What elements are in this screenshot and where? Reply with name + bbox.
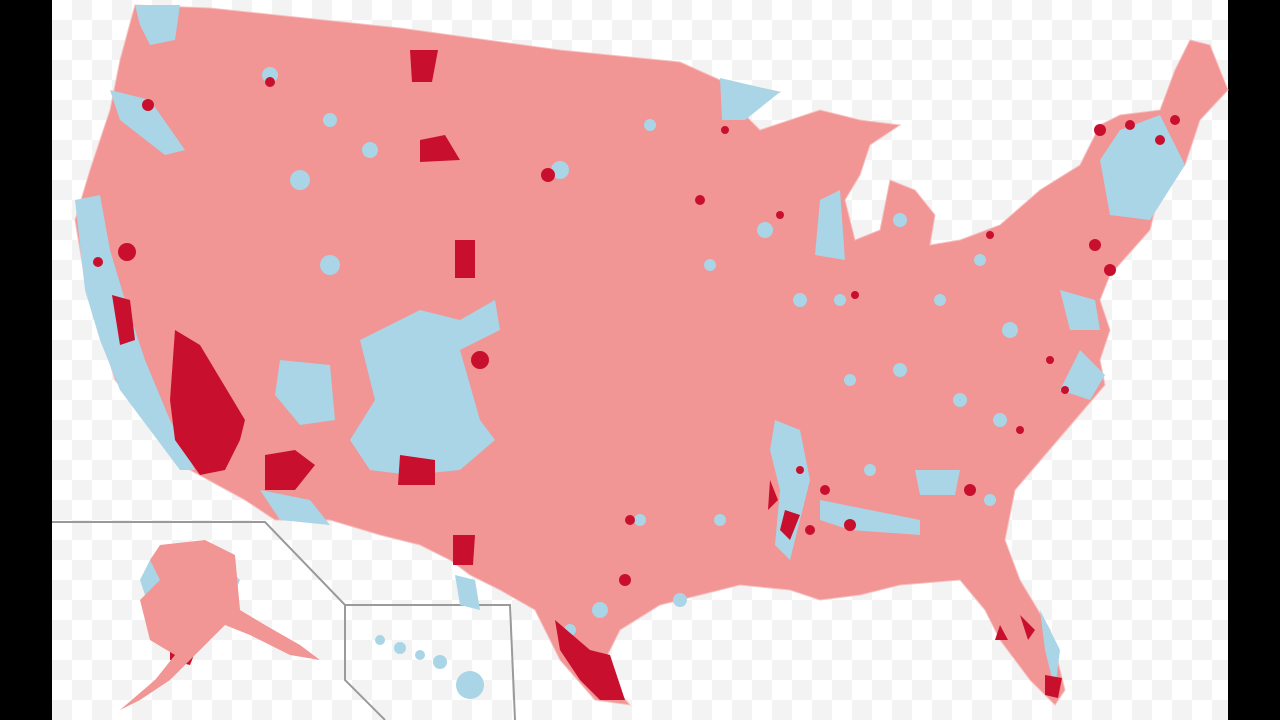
flipped-region bbox=[453, 535, 475, 565]
flipped-county bbox=[805, 525, 815, 535]
flipped-region bbox=[112, 295, 135, 345]
flipped-region bbox=[1045, 675, 1062, 698]
flipped-county bbox=[1104, 264, 1116, 276]
inset-border-line bbox=[344, 605, 386, 720]
flipped-region bbox=[455, 240, 475, 278]
democratic-county bbox=[320, 255, 340, 275]
flipped-county bbox=[1155, 135, 1165, 145]
democratic-county bbox=[290, 170, 310, 190]
democratic-county bbox=[673, 593, 687, 607]
democratic-county bbox=[644, 119, 656, 131]
democratic-county bbox=[893, 213, 907, 227]
flipped-county bbox=[118, 243, 136, 261]
flipped-county bbox=[1061, 386, 1069, 394]
democratic-region bbox=[110, 90, 185, 155]
flipped-county bbox=[541, 168, 555, 182]
flipped-county bbox=[776, 211, 784, 219]
democratic-region bbox=[1040, 610, 1060, 690]
flipped-county bbox=[844, 519, 856, 531]
democratic-county bbox=[757, 222, 773, 238]
hawaii-island bbox=[375, 635, 385, 645]
democratic-region bbox=[75, 195, 195, 470]
alaska-inset bbox=[120, 540, 320, 710]
flipped-region bbox=[1020, 615, 1035, 640]
democratic-region bbox=[1060, 290, 1100, 330]
flipped-region bbox=[410, 50, 438, 82]
hawaii-island bbox=[456, 671, 484, 699]
democratic-county bbox=[714, 514, 726, 526]
flipped-county bbox=[695, 195, 705, 205]
hawaii-island bbox=[415, 650, 425, 660]
flipped-county bbox=[471, 351, 489, 369]
flipped-county bbox=[1046, 356, 1054, 364]
democratic-county bbox=[323, 113, 337, 127]
democratic-county bbox=[984, 494, 996, 506]
democratic-region bbox=[135, 5, 180, 45]
flipped-county bbox=[964, 484, 976, 496]
democratic-region bbox=[915, 470, 960, 495]
democratic-region bbox=[275, 360, 335, 425]
flipped-county bbox=[1094, 124, 1106, 136]
flipped-county bbox=[986, 231, 994, 239]
flipped-county bbox=[265, 77, 275, 87]
alaska bbox=[120, 540, 320, 710]
flipped-county bbox=[721, 126, 729, 134]
democratic-region bbox=[350, 300, 500, 475]
flipped-county bbox=[851, 291, 859, 299]
flipped-region bbox=[170, 330, 245, 475]
democratic-county bbox=[834, 294, 846, 306]
democratic-county bbox=[953, 393, 967, 407]
democratic-county bbox=[362, 142, 378, 158]
flipped-region bbox=[768, 480, 778, 510]
democratic-county bbox=[844, 374, 856, 386]
democratic-region bbox=[815, 190, 845, 260]
democratic-region bbox=[1060, 350, 1105, 400]
democratic-region bbox=[720, 78, 780, 120]
flipped-county bbox=[796, 466, 804, 474]
hawaii-inset bbox=[375, 635, 484, 699]
flipped-region bbox=[398, 455, 435, 485]
inset-borders bbox=[52, 521, 516, 720]
democratic-county bbox=[993, 413, 1007, 427]
flipped-region bbox=[780, 510, 800, 540]
democratic-county bbox=[934, 294, 946, 306]
democratic-region bbox=[260, 490, 330, 525]
democratic-county bbox=[864, 464, 876, 476]
contiguous-us bbox=[74, 4, 1229, 706]
democratic-region bbox=[770, 420, 810, 560]
flipped-county bbox=[1125, 120, 1135, 130]
flipped-county bbox=[625, 515, 635, 525]
flipped-county bbox=[1089, 239, 1101, 251]
democratic-county bbox=[592, 602, 608, 618]
flipped-region bbox=[265, 450, 315, 490]
democratic-county bbox=[634, 514, 646, 526]
flipped-county bbox=[1170, 115, 1180, 125]
democratic-county bbox=[974, 254, 986, 266]
flipped-county bbox=[142, 99, 154, 111]
democratic-county bbox=[1002, 322, 1018, 338]
flipped-region bbox=[555, 620, 625, 700]
flipped-county bbox=[619, 574, 631, 586]
hawaii-island bbox=[394, 642, 406, 654]
democratic-county bbox=[551, 161, 569, 179]
democratic-county bbox=[704, 259, 716, 271]
democratic-county bbox=[893, 363, 907, 377]
flipped-county bbox=[820, 485, 830, 495]
republican-flipped-counties bbox=[93, 50, 1180, 700]
flipped-county bbox=[93, 257, 103, 267]
flipped-region bbox=[420, 135, 460, 162]
flipped-region bbox=[995, 625, 1008, 640]
democratic-county bbox=[793, 293, 807, 307]
hawaii-island bbox=[433, 655, 447, 669]
democratic-region bbox=[455, 575, 480, 610]
flipped-county bbox=[1016, 426, 1024, 434]
